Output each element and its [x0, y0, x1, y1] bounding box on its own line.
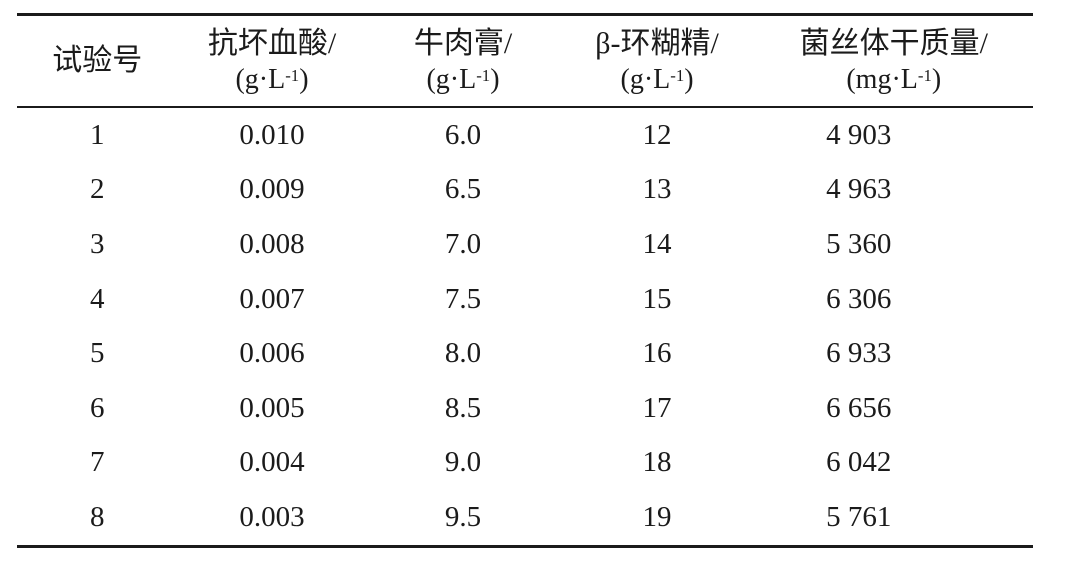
table-cell: 6 933 [826, 337, 892, 370]
table-cell: 6 306 [826, 282, 892, 315]
table-cell: 0.007 [239, 282, 305, 315]
table-cell: 9.5 [444, 500, 482, 533]
table-cell: 14 [642, 227, 672, 260]
table-cell: 16 [642, 337, 672, 370]
table-row: 2 0.009 6.5 13 4 963 [17, 163, 1033, 218]
table-cell: 6.0 [444, 118, 482, 151]
table-cell: 8.5 [444, 391, 482, 424]
table-cell: 6 [90, 391, 105, 424]
table-cell: 1 [90, 118, 105, 151]
table-cell: 8.0 [444, 337, 482, 370]
column-header-beta-cyclodextrin: β-环糊精/ (g·L-1) [560, 15, 755, 108]
table-row: 4 0.007 7.5 15 6 306 [17, 272, 1033, 327]
column-unit: (g·L-1) [366, 62, 559, 97]
table-cell: 5 360 [826, 227, 892, 260]
table-row: 6 0.005 8.5 17 6 656 [17, 381, 1033, 436]
table-cell: 7 [90, 446, 105, 479]
table-cell: 0.004 [239, 446, 305, 479]
experiment-table: 试验号 抗坏血酸/ (g·L-1) 牛肉膏/ (g·L-1) β-环糊精/ (g… [17, 13, 1033, 548]
table-cell: 17 [642, 391, 672, 424]
table-cell: 12 [642, 118, 672, 151]
header-row: 试验号 抗坏血酸/ (g·L-1) 牛肉膏/ (g·L-1) β-环糊精/ (g… [17, 15, 1033, 108]
table-row: 5 0.006 8.0 16 6 933 [17, 326, 1033, 381]
unit-text: (mg·L [846, 64, 918, 96]
table-cell: 0.008 [239, 227, 305, 260]
table-cell: 15 [642, 282, 672, 315]
table-cell: 4 903 [826, 118, 892, 151]
unit-text: ) [490, 64, 500, 96]
unit-text: (g·L [426, 64, 477, 96]
table-row: 1 0.010 6.0 12 4 903 [17, 107, 1033, 163]
table-cell: 5 761 [826, 500, 892, 533]
column-title: 抗坏血酸/ [207, 26, 337, 60]
column-header-ascorbic-acid: 抗坏血酸/ (g·L-1) [178, 15, 367, 108]
table-cell: 6 042 [826, 446, 892, 479]
column-unit: (mg·L-1) [755, 62, 1033, 97]
table-cell: 5 [90, 337, 105, 370]
unit-superscript: -1 [670, 66, 685, 86]
table-row: 8 0.003 9.5 19 5 761 [17, 490, 1033, 546]
table-cell: 8 [90, 500, 105, 533]
column-unit: (g·L-1) [178, 62, 367, 97]
table-cell: 3 [90, 227, 105, 260]
table-cell: 7.0 [444, 227, 482, 260]
unit-superscript: -1 [476, 66, 491, 86]
column-header-beef-extract: 牛肉膏/ (g·L-1) [366, 15, 559, 108]
table-cell: 0.005 [239, 391, 305, 424]
table-cell: 6.5 [444, 173, 482, 206]
column-header-mycelium-dry-mass: 菌丝体干质量/ (mg·L-1) [755, 15, 1033, 108]
table-cell: 4 [90, 282, 105, 315]
unit-text: ) [299, 64, 309, 96]
table-cell: 19 [642, 500, 672, 533]
table-cell: 0.006 [239, 337, 305, 370]
table-cell: 6 656 [826, 391, 892, 424]
unit-superscript: -1 [285, 66, 300, 86]
table-cell: 0.003 [239, 500, 305, 533]
column-title: 菌丝体干质量/ [799, 26, 988, 60]
column-unit: (g·L-1) [560, 62, 755, 97]
column-title: 牛肉膏/ [413, 26, 513, 60]
table-cell: 0.010 [239, 118, 305, 151]
table-cell: 4 963 [826, 173, 892, 206]
table-cell: 0.009 [239, 173, 305, 206]
table-container: 试验号 抗坏血酸/ (g·L-1) 牛肉膏/ (g·L-1) β-环糊精/ (g… [17, 13, 1033, 548]
table-row: 3 0.008 7.0 14 5 360 [17, 217, 1033, 272]
table-cell: 7.5 [444, 282, 482, 315]
unit-text: (g·L [235, 64, 286, 96]
unit-text: (g·L [620, 64, 671, 96]
unit-text: ) [931, 64, 942, 96]
table-cell: 18 [642, 446, 672, 479]
table-cell: 2 [90, 173, 105, 206]
table-cell: 9.0 [444, 446, 482, 479]
table-cell: 13 [642, 173, 672, 206]
table-row: 7 0.004 9.0 18 6 042 [17, 436, 1033, 491]
unit-superscript: -1 [917, 66, 932, 86]
column-title: 试验号 [52, 44, 143, 78]
column-title: β-环糊精/ [595, 26, 719, 60]
table-body: 1 0.010 6.0 12 4 903 2 0.009 6.5 13 4 963 3 0.008 7.… [17, 107, 1033, 546]
unit-text: ) [684, 64, 694, 96]
column-header-test-number: 试验号 [17, 15, 178, 108]
table-header: 试验号 抗坏血酸/ (g·L-1) 牛肉膏/ (g·L-1) β-环糊精/ (g… [17, 15, 1033, 108]
